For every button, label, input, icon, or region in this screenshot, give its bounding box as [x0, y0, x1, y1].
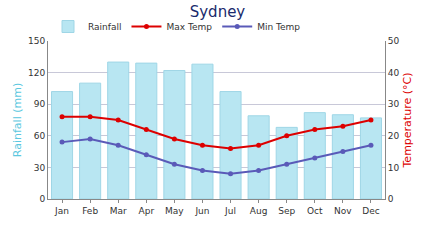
svg-text:30: 30 — [388, 99, 400, 109]
svg-text:40: 40 — [388, 68, 400, 78]
svg-text:Nov: Nov — [334, 206, 352, 216]
svg-text:Jul: Jul — [224, 206, 236, 216]
svg-text:20: 20 — [388, 131, 400, 141]
svg-text:0: 0 — [39, 194, 45, 204]
svg-text:Feb: Feb — [82, 206, 98, 216]
svg-text:Jan: Jan — [54, 206, 69, 216]
svg-text:50: 50 — [388, 36, 400, 46]
svg-text:60: 60 — [34, 131, 46, 141]
svg-text:150: 150 — [28, 36, 45, 46]
svg-text:90: 90 — [34, 99, 46, 109]
svg-text:Temperature (°C): Temperature (°C) — [401, 73, 414, 169]
svg-text:Mar: Mar — [110, 206, 127, 216]
svg-text:Sep: Sep — [278, 206, 295, 216]
svg-text:120: 120 — [28, 68, 45, 78]
svg-text:May: May — [165, 206, 184, 216]
svg-text:10: 10 — [388, 163, 400, 173]
svg-text:30: 30 — [34, 163, 46, 173]
svg-text:0: 0 — [388, 194, 394, 204]
svg-text:Sydney: Sydney — [190, 3, 246, 21]
svg-text:Min Temp: Min Temp — [257, 22, 300, 32]
svg-text:Jun: Jun — [194, 206, 209, 216]
svg-text:Rainfall: Rainfall — [88, 22, 121, 32]
svg-text:Apr: Apr — [139, 206, 155, 216]
svg-text:Max Temp: Max Temp — [166, 22, 212, 32]
svg-text:Oct: Oct — [307, 206, 323, 216]
svg-text:Rainfall (mm): Rainfall (mm) — [11, 83, 24, 157]
svg-text:Aug: Aug — [250, 206, 268, 216]
svg-text:Dec: Dec — [362, 206, 379, 216]
